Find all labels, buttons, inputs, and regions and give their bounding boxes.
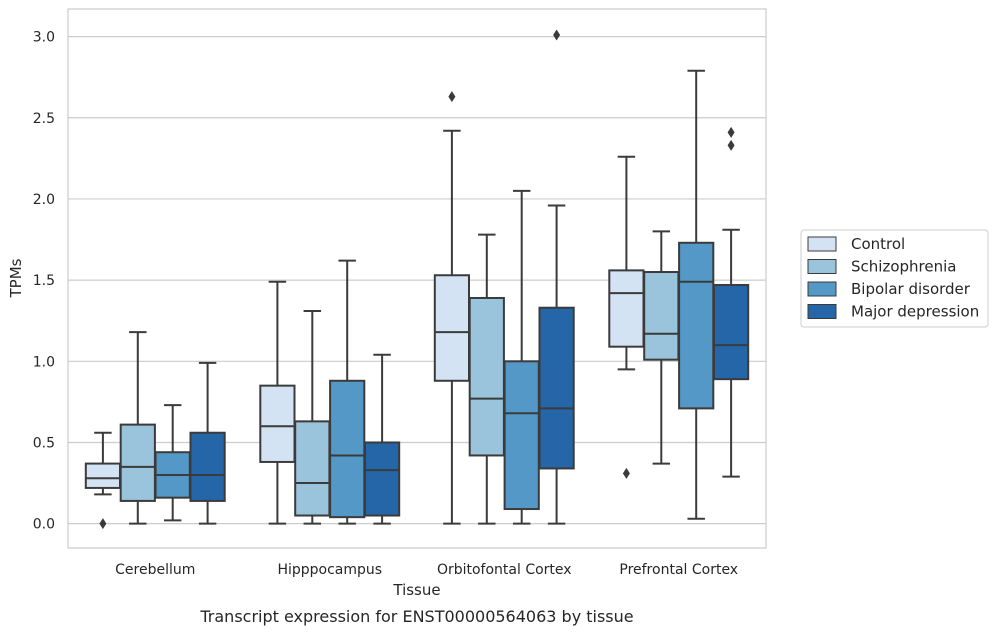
box-iqr [189,431,226,502]
box-iqr [538,306,575,470]
box-bipolar-disorder [154,404,191,522]
legend: Control Schizophrenia Bipolar disorder Majo… [800,229,989,328]
box-iqr [503,360,540,511]
legend-frame [800,229,989,328]
box-iqr [712,283,750,381]
y-axis-label: TPMs [7,258,25,298]
outlier-point [553,29,561,41]
y-tick-label: 2.0 [33,192,55,208]
legend-swatch [807,236,837,252]
box-major-depression [712,126,750,478]
box-control [259,280,296,525]
box-iqr [433,274,471,382]
box-major-depression [538,29,575,525]
box-bipolar-disorder [678,69,715,520]
box-iqr [643,271,680,361]
box-major-depression [189,361,226,525]
legend-swatch [807,281,837,297]
y-tick-label: 2.5 [33,111,55,127]
box-iqr [608,269,645,348]
x-tick-label: Orbitofontal Cortex [437,562,572,578]
box-control [433,91,471,525]
chart-caption: Transcript expression for ENST0000056406… [199,607,633,626]
box-control [84,431,122,530]
box-iqr [363,441,401,517]
plot-frame [67,8,767,549]
outlier-point [99,518,107,530]
legend-label: Major depression [851,303,979,321]
box-iqr [468,296,505,457]
box-iqr [294,420,331,517]
box-bipolar-disorder [503,189,540,525]
box-schizophrenia [119,331,156,525]
box-iqr [678,241,715,410]
y-tick-label: 3.0 [33,30,55,46]
box-schizophrenia [643,230,680,465]
y-tick-label: 1.0 [33,354,55,370]
box-iqr [84,462,122,489]
y-tick-label: 0.5 [33,435,55,451]
box-control [608,155,645,479]
box-major-depression [363,353,401,525]
box-schizophrenia [294,309,331,525]
legend-swatch [807,304,837,319]
y-tick-label: 1.5 [33,273,55,289]
legend-label: Bipolar disorder [851,280,971,298]
y-tick-labels: 0.0 0.5 1.0 1.5 2.0 2.5 3.0 [33,30,55,533]
x-tick-label: Cerebellum [115,562,195,578]
x-tick-labels: Cerebellum Hipppocampus Orbitofontal Corte… [115,562,738,578]
legend-label: Schizophrenia [851,258,956,276]
box-schizophrenia [468,233,505,525]
y-tick-label: 0.0 [33,517,55,533]
box-iqr [259,384,296,463]
outlier-point [727,139,735,151]
x-axis-label: Tissue [392,581,440,599]
outlier-point [727,126,735,138]
box-bipolar-disorder [329,259,366,525]
box-iqr [119,423,156,502]
x-tick-label: Prefrontal Cortex [619,562,738,578]
x-tick-label: Hipppocampus [277,562,382,578]
legend-swatch [807,259,837,274]
outlier-point [622,467,630,479]
box-iqr [329,379,366,519]
outlier-point [448,91,456,103]
gridlines [68,35,766,525]
legend-label: Control [851,235,905,253]
box-groups [84,29,750,530]
